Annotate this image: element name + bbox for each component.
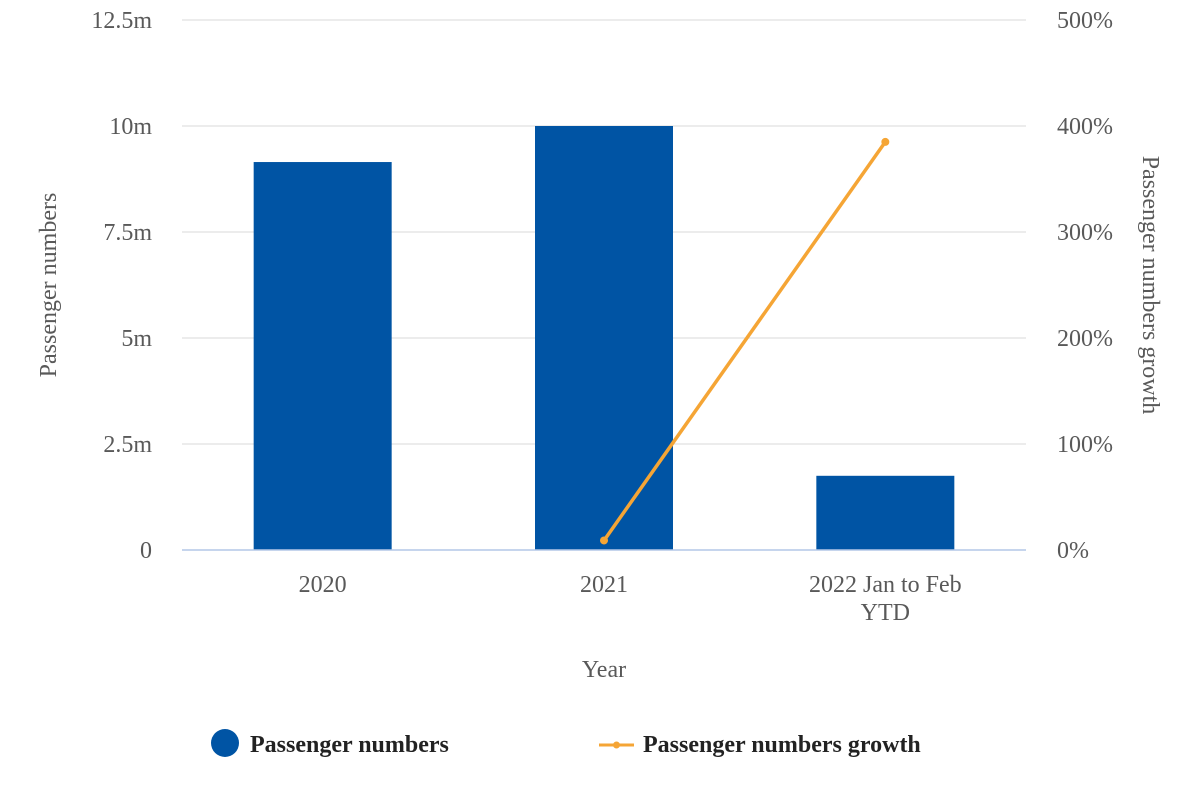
legend: Passenger numbers Passenger numbers grow… xyxy=(211,729,921,758)
y-axis-ticks: 0 2.5m 5m 7.5m 10m 12.5m xyxy=(91,8,152,564)
y2-axis-title: Passenger numbers growth xyxy=(1137,156,1163,415)
x-tick-label: 2020 xyxy=(299,572,347,598)
line-point[interactable] xyxy=(600,536,608,545)
y2-tick-label: 200% xyxy=(1057,326,1113,352)
line-point[interactable] xyxy=(881,137,890,146)
y-tick-label: 0 xyxy=(140,538,152,564)
x-tick-label: 2022 Jan to Feb YTD xyxy=(809,572,962,626)
x-axis-ticks: 2020 2021 2022 Jan to Feb YTD xyxy=(299,572,962,626)
y-tick-label: 5m xyxy=(121,326,152,352)
legend-label-bar: Passenger numbers xyxy=(250,732,449,758)
y2-tick-label: 0% xyxy=(1057,538,1089,564)
y-tick-label: 2.5m xyxy=(103,432,152,458)
y2-axis-ticks: 0% 100% 200% 300% 400% 500% xyxy=(1057,8,1113,564)
bar[interactable] xyxy=(253,162,392,551)
legend-item-line[interactable]: Passenger numbers growth xyxy=(599,732,921,758)
legend-item-bar[interactable]: Passenger numbers xyxy=(211,729,449,758)
legend-bar-marker xyxy=(211,729,239,757)
x-axis-title: Year xyxy=(582,657,626,683)
growth-line[interactable] xyxy=(602,140,887,542)
line-series xyxy=(600,137,890,545)
y-tick-label: 7.5m xyxy=(103,220,152,246)
y2-tick-label: 500% xyxy=(1057,8,1113,34)
y-axis-title: Passenger numbers xyxy=(36,193,62,378)
legend-label-line: Passenger numbers growth xyxy=(643,732,921,758)
y-tick-label: 12.5m xyxy=(91,8,152,34)
y2-tick-label: 400% xyxy=(1057,114,1113,140)
bar[interactable] xyxy=(816,475,955,550)
bar[interactable] xyxy=(535,126,673,550)
bar-series xyxy=(253,126,955,551)
y2-tick-label: 100% xyxy=(1057,432,1113,458)
y-tick-label: 10m xyxy=(109,114,152,140)
x-tick-label: 2021 xyxy=(580,572,628,598)
legend-line-dot xyxy=(613,741,620,749)
y2-tick-label: 300% xyxy=(1057,220,1113,246)
